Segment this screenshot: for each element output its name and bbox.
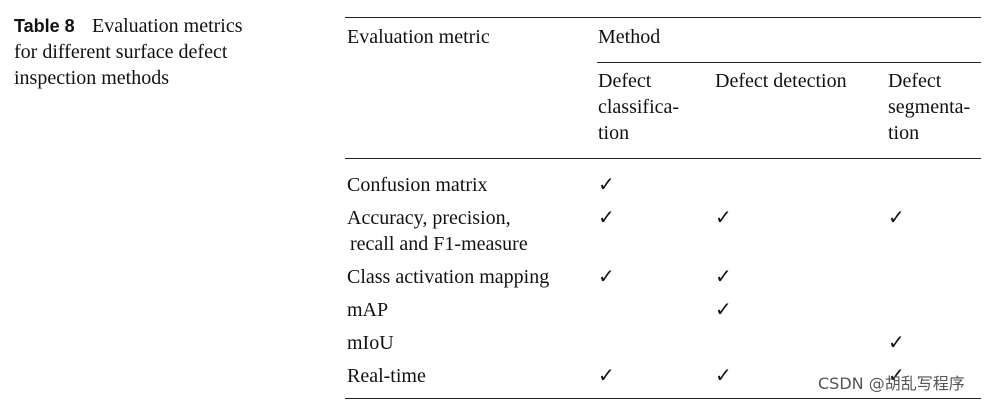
check-mark: ✓ bbox=[598, 207, 615, 229]
header-rule bbox=[345, 158, 981, 159]
caption-label: Table 8 bbox=[14, 16, 75, 36]
metric-name: Real-time bbox=[347, 365, 426, 387]
top-rule bbox=[345, 17, 981, 18]
method-header: Defect bbox=[888, 70, 942, 92]
caption-text: inspection methods bbox=[14, 67, 169, 89]
metric-name: Class activation mapping bbox=[347, 266, 550, 288]
check-mark: ✓ bbox=[715, 365, 732, 387]
check-mark: ✓ bbox=[598, 365, 615, 387]
metric-name: recall and F1-measure bbox=[350, 233, 528, 255]
column-header: Evaluation metric bbox=[347, 26, 490, 48]
check-mark: ✓ bbox=[888, 332, 905, 354]
method-header: tion bbox=[598, 122, 630, 144]
method-header: segmenta- bbox=[888, 96, 971, 118]
caption-text: for different surface defect bbox=[14, 41, 228, 63]
method-header: Defect bbox=[598, 70, 652, 92]
method-header: classifica- bbox=[598, 96, 680, 118]
check-mark: ✓ bbox=[598, 266, 615, 288]
metric-name: mAP bbox=[347, 299, 389, 321]
check-mark: ✓ bbox=[888, 365, 905, 387]
method-header: tion bbox=[888, 122, 920, 144]
metric-name: Accuracy, precision, bbox=[347, 207, 511, 229]
method-rule bbox=[597, 62, 981, 63]
check-mark: ✓ bbox=[715, 207, 732, 229]
metric-name: Confusion matrix bbox=[347, 174, 488, 196]
check-mark: ✓ bbox=[888, 207, 905, 229]
method-header: Defect detection bbox=[715, 70, 847, 92]
bottom-rule bbox=[345, 398, 981, 399]
check-mark: ✓ bbox=[715, 299, 732, 321]
column-header: Method bbox=[598, 26, 661, 48]
check-mark: ✓ bbox=[715, 266, 732, 288]
caption-text: Evaluation metrics bbox=[92, 15, 243, 37]
watermark: CSDN @胡乱写程序 bbox=[818, 374, 965, 393]
metric-name: mIoU bbox=[347, 332, 394, 354]
check-mark: ✓ bbox=[598, 174, 615, 196]
